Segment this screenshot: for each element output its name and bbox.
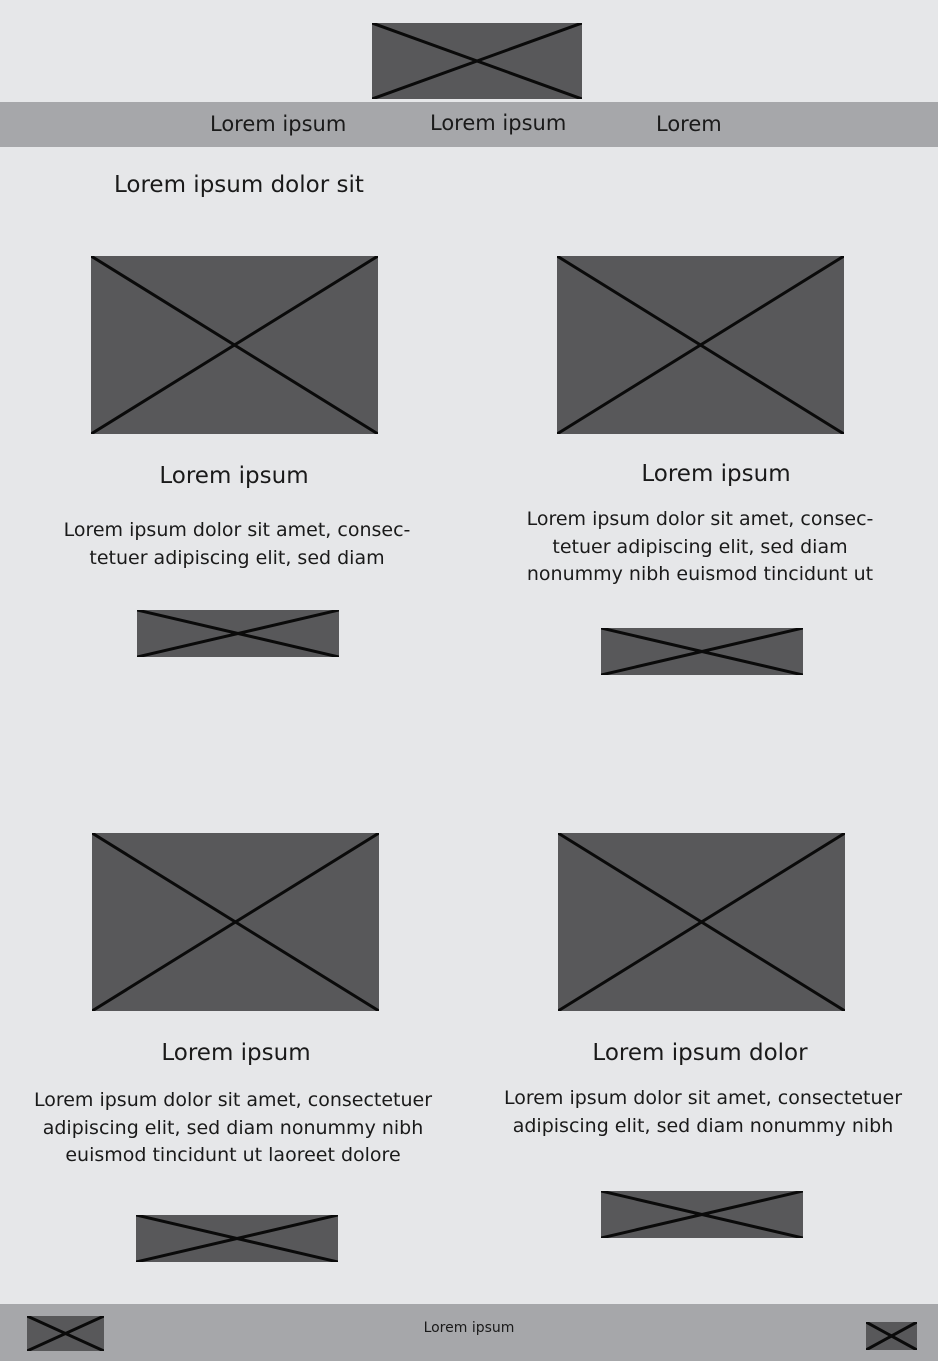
card-1-button[interactable] xyxy=(137,610,339,657)
card-4-body: Lorem ipsum dolor sit amet, consectetuer… xyxy=(488,1085,918,1140)
nav-item-3[interactable]: Lorem xyxy=(656,112,722,136)
card-2-image[interactable] xyxy=(557,256,844,434)
card-4-body-line-2: adipiscing elit, sed diam nonummy nibh xyxy=(512,1114,894,1137)
card-3-title: Lorem ipsum xyxy=(161,1040,311,1066)
card-3-body-line-3: euismod tincidunt ut laoreet dolore xyxy=(65,1144,401,1166)
card-2-body: Lorem ipsum dolor sit amet, consec- tetu… xyxy=(497,506,903,589)
button-placeholder-icon xyxy=(137,610,339,657)
button-placeholder-icon xyxy=(601,628,803,675)
footer-right-placeholder[interactable] xyxy=(866,1322,917,1350)
card-2-body-line-1: Lorem ipsum dolor sit amet, consec- xyxy=(526,508,874,530)
nav-item-1[interactable]: Lorem ipsum xyxy=(210,112,347,136)
button-placeholder-icon xyxy=(136,1215,338,1262)
card-3-button[interactable] xyxy=(136,1215,338,1262)
footer-bar xyxy=(0,1304,938,1361)
nav-item-2[interactable]: Lorem ipsum xyxy=(430,111,567,135)
card-4-title: Lorem ipsum dolor xyxy=(592,1040,808,1066)
card-3-image[interactable] xyxy=(92,833,379,1011)
section-title: Lorem ipsum dolor sit xyxy=(114,172,364,198)
card-1-body-line-1: Lorem ipsum dolor sit amet, consec- xyxy=(63,519,411,541)
header-logo-placeholder[interactable] xyxy=(372,23,582,99)
image-placeholder-icon xyxy=(92,833,379,1011)
card-3-body: Lorem ipsum dolor sit amet, consectetuer… xyxy=(18,1087,448,1170)
card-4-button[interactable] xyxy=(601,1191,803,1238)
nav-bar xyxy=(0,102,938,147)
card-1-image[interactable] xyxy=(91,256,378,434)
footer-text[interactable]: Lorem ipsum xyxy=(423,1320,515,1336)
button-placeholder-icon xyxy=(601,1191,803,1238)
image-placeholder-icon xyxy=(91,256,378,434)
card-2-body-line-3: nonummy nibh euismod tincidunt ut xyxy=(526,563,874,585)
card-4-body-line-1: Lorem ipsum dolor sit amet, consectetuer xyxy=(503,1087,903,1109)
card-1-body: Lorem ipsum dolor sit amet, consec- tetu… xyxy=(34,517,440,572)
card-4-image[interactable] xyxy=(558,833,845,1011)
card-2-button[interactable] xyxy=(601,628,803,675)
card-2-body-line-2: tetuer adipiscing elit, sed diam xyxy=(552,535,848,558)
card-1-body-line-2: tetuer adipiscing elit, sed diam xyxy=(89,546,385,569)
card-1-title: Lorem ipsum xyxy=(159,463,309,489)
card-3-body-line-1: Lorem ipsum dolor sit amet, consectetuer xyxy=(33,1089,433,1111)
footer-left-placeholder[interactable] xyxy=(27,1316,104,1351)
image-placeholder-icon xyxy=(372,23,582,99)
card-2-title: Lorem ipsum xyxy=(641,461,791,487)
image-placeholder-icon xyxy=(558,833,845,1011)
image-placeholder-icon xyxy=(866,1322,917,1350)
image-placeholder-icon xyxy=(557,256,844,434)
card-3-body-line-2: adipiscing elit, sed diam nonummy nibh xyxy=(42,1116,424,1139)
image-placeholder-icon xyxy=(27,1316,104,1351)
